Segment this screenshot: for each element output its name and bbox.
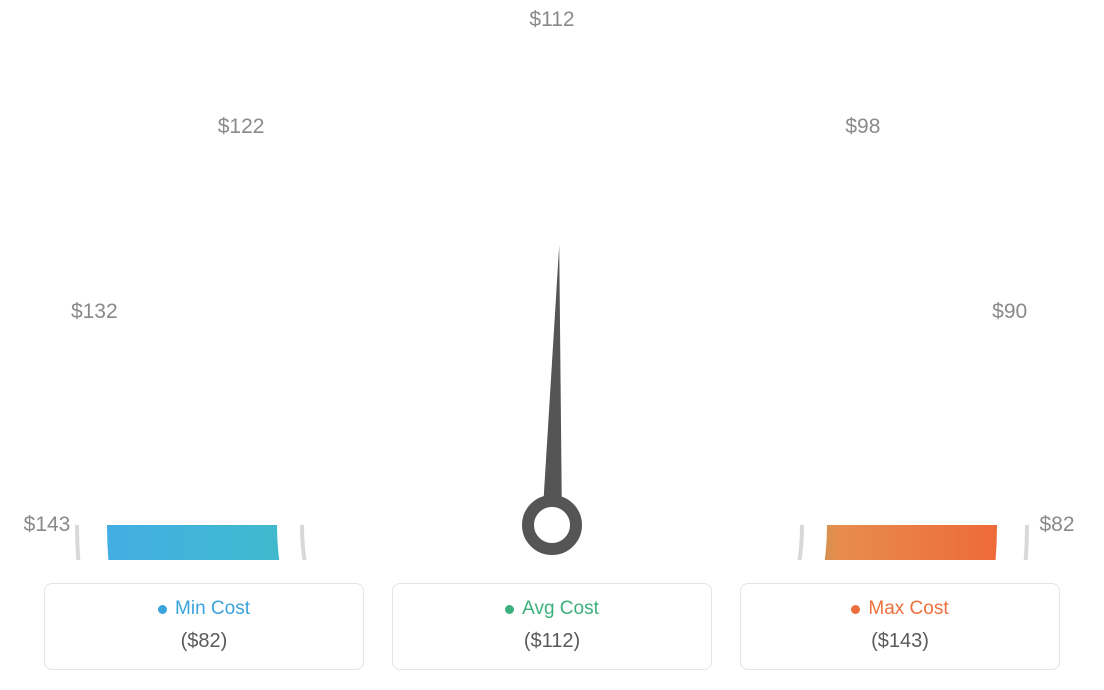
cost-gauge-chart: $82 $90 $98 $112 $122 $132 $143 Min Cost ($82)…: [0, 0, 1104, 690]
gauge-svg: [0, 0, 1104, 560]
legend-value-avg: ($112): [403, 630, 701, 653]
gauge-tick: [906, 328, 940, 345]
legend-text-min: Min Cost: [175, 598, 250, 620]
gauge-scale-label: $143: [24, 513, 71, 537]
legend-dot-min: [158, 605, 167, 614]
legend-card-min: Min Cost ($82): [44, 583, 364, 670]
gauge-tick: [675, 111, 687, 147]
legend-dot-avg: [505, 605, 514, 614]
gauge-tick: [873, 269, 904, 291]
legend-label-min: Min Cost: [55, 598, 353, 620]
gauge-tick: [296, 173, 318, 204]
gauge-scale-label: $112: [529, 8, 574, 32]
gauge-needle-hub: [528, 501, 576, 549]
gauge-tick: [138, 391, 174, 403]
gauge-tick: [164, 328, 198, 345]
legend-label-avg: Avg Cost: [403, 598, 701, 620]
gauge-tick: [833, 217, 860, 244]
legend-card-max: Max Cost ($143): [740, 583, 1060, 670]
gauge-tick: [732, 137, 749, 171]
gauge-tick: [244, 217, 271, 244]
gauge-needle: [542, 245, 562, 525]
gauge-scale-label: $90: [992, 300, 1027, 324]
legend-dot-max: [851, 605, 860, 614]
gauge-tick: [122, 457, 160, 463]
legend-value-max: ($143): [751, 630, 1049, 653]
gauge-tick: [785, 173, 807, 204]
gauge-tick: [200, 269, 231, 291]
gauge-scale-label: $98: [845, 115, 880, 139]
legend-text-max: Max Cost: [868, 598, 948, 620]
gauge-tick: [355, 137, 372, 171]
legend-text-avg: Avg Cost: [522, 598, 599, 620]
legend-label-max: Max Cost: [751, 598, 1049, 620]
gauge-scale-label: $132: [71, 300, 118, 324]
gauge-scale-label: $122: [218, 115, 265, 139]
gauge-tick: [418, 111, 430, 147]
gauge-tick: [944, 457, 982, 463]
legend-value-min: ($82): [55, 630, 353, 653]
gauge-tick: [484, 95, 490, 133]
legend-row: Min Cost ($82) Avg Cost ($112) Max Cost …: [0, 583, 1104, 670]
gauge-tick: [930, 391, 966, 403]
legend-card-avg: Avg Cost ($112): [392, 583, 712, 670]
gauge-scale-label: $82: [1039, 513, 1074, 537]
gauge-area: $82 $90 $98 $112 $122 $132 $143: [0, 0, 1104, 560]
gauge-tick: [614, 95, 620, 133]
